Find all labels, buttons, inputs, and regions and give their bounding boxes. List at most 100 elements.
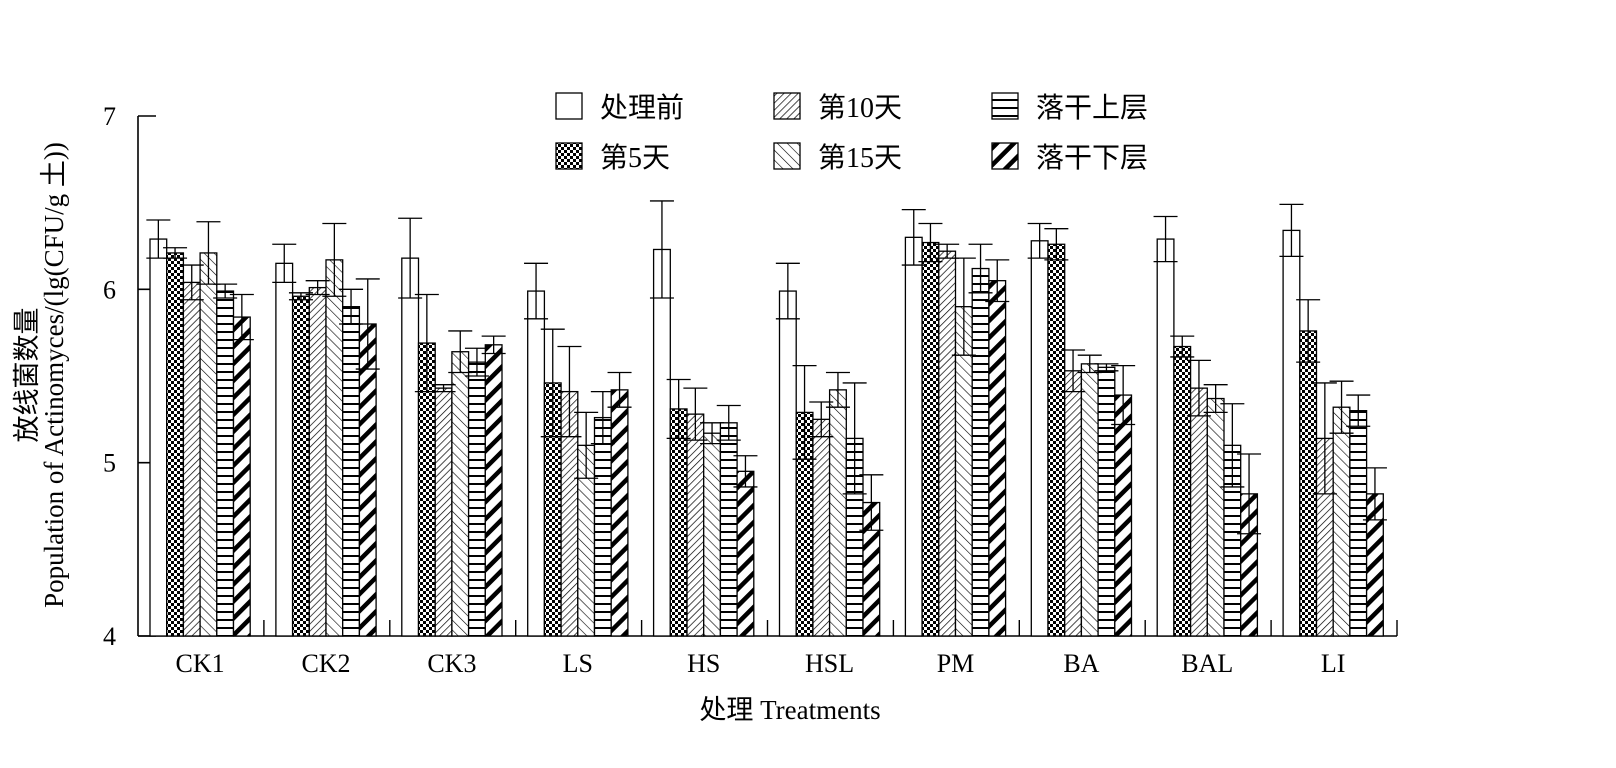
bar [778,290,797,637]
error-bar [1220,403,1245,488]
bar [828,389,847,637]
y-tick-label: 7 [103,102,116,131]
bar [401,257,420,637]
error-bar [716,404,741,441]
x-tick-label: CK1 [176,649,225,678]
error-bar [481,335,506,355]
error-bar [1346,394,1371,427]
error-bar [574,411,599,479]
y-tick-label: 5 [103,449,116,478]
bar [921,241,940,637]
legend-label: 第10天 [818,92,902,124]
bar [1047,243,1066,637]
legend-swatch [773,92,801,120]
bar [149,238,168,637]
bar [467,361,486,637]
error-bar [1111,364,1136,426]
error-bar [163,247,188,259]
error-bar [666,378,691,440]
error-bar [1061,349,1086,393]
bar [1332,406,1351,637]
legend-label: 落干下层 [1036,142,1148,174]
y-tick-label: 4 [103,622,116,651]
x-tick-label: HSL [805,649,854,678]
bar [325,259,344,637]
bar [938,250,957,637]
bar [1299,330,1318,637]
bar [736,470,755,637]
error-bars-group [146,200,1387,535]
legend-label: 处理前 [600,92,684,124]
error-bar [1296,299,1321,363]
bar [1173,345,1192,637]
bar [652,248,671,637]
error-bar [901,208,926,266]
error-bar [431,384,456,393]
error-bar [1279,203,1304,258]
bar [182,281,201,637]
x-axis-title: 处理 Treatments [699,695,880,725]
bar [703,432,722,637]
x-tick-label: CK3 [427,649,476,678]
error-bar [1153,215,1178,263]
legend-label: 第5天 [600,142,670,174]
error-bar [775,262,800,320]
bar [812,418,831,637]
bar [275,262,294,637]
error-bar [272,243,297,284]
x-tick-label: LI [1321,649,1346,678]
bar [199,252,218,637]
error-bar [524,262,549,320]
bar [358,323,377,637]
error-bar [305,280,330,296]
error-bar [1044,228,1069,261]
error-bar [649,200,674,299]
bar [669,408,688,637]
error-bar [448,330,473,374]
bar [904,236,923,637]
x-tick-label: BA [1063,649,1099,678]
error-bar [1077,354,1102,374]
bar [434,387,453,637]
bar [988,280,1007,637]
x-tick-label: CK2 [301,649,350,678]
y-tick-label: 6 [103,275,116,304]
error-bar [1312,382,1337,495]
bar [1282,229,1301,637]
bar [451,351,470,637]
bar [342,306,361,637]
bar [610,389,629,637]
error-bar [179,264,204,301]
error-bar [951,257,976,356]
error-bar [557,345,582,438]
error-bar [1186,359,1211,417]
error-bar [1329,380,1354,434]
bar [971,267,990,637]
bar [1206,397,1225,637]
bar [954,306,973,637]
bar [686,413,705,637]
error-bar [825,371,850,408]
error-bar [1027,222,1052,259]
error-bar [859,474,884,531]
error-bar [464,347,489,377]
error-bar [398,217,423,299]
y-axis-title-line1: 放线菌数量 [12,308,42,443]
bar [1189,387,1208,637]
error-bar [918,222,943,263]
x-tick-label: HS [687,649,720,678]
legend-label: 落干上层 [1036,92,1148,124]
error-bar [288,292,313,301]
x-tick-label: PM [937,649,975,678]
error-bar [683,387,708,441]
error-bar [355,278,380,370]
bar [719,422,738,637]
bar [1349,410,1368,637]
bars-group [149,229,1384,637]
x-tick-label: LS [563,649,593,678]
legend-swatch [555,142,583,170]
bar [308,286,327,637]
error-bar [1203,384,1228,414]
bar [291,295,310,637]
bar [1030,240,1049,637]
